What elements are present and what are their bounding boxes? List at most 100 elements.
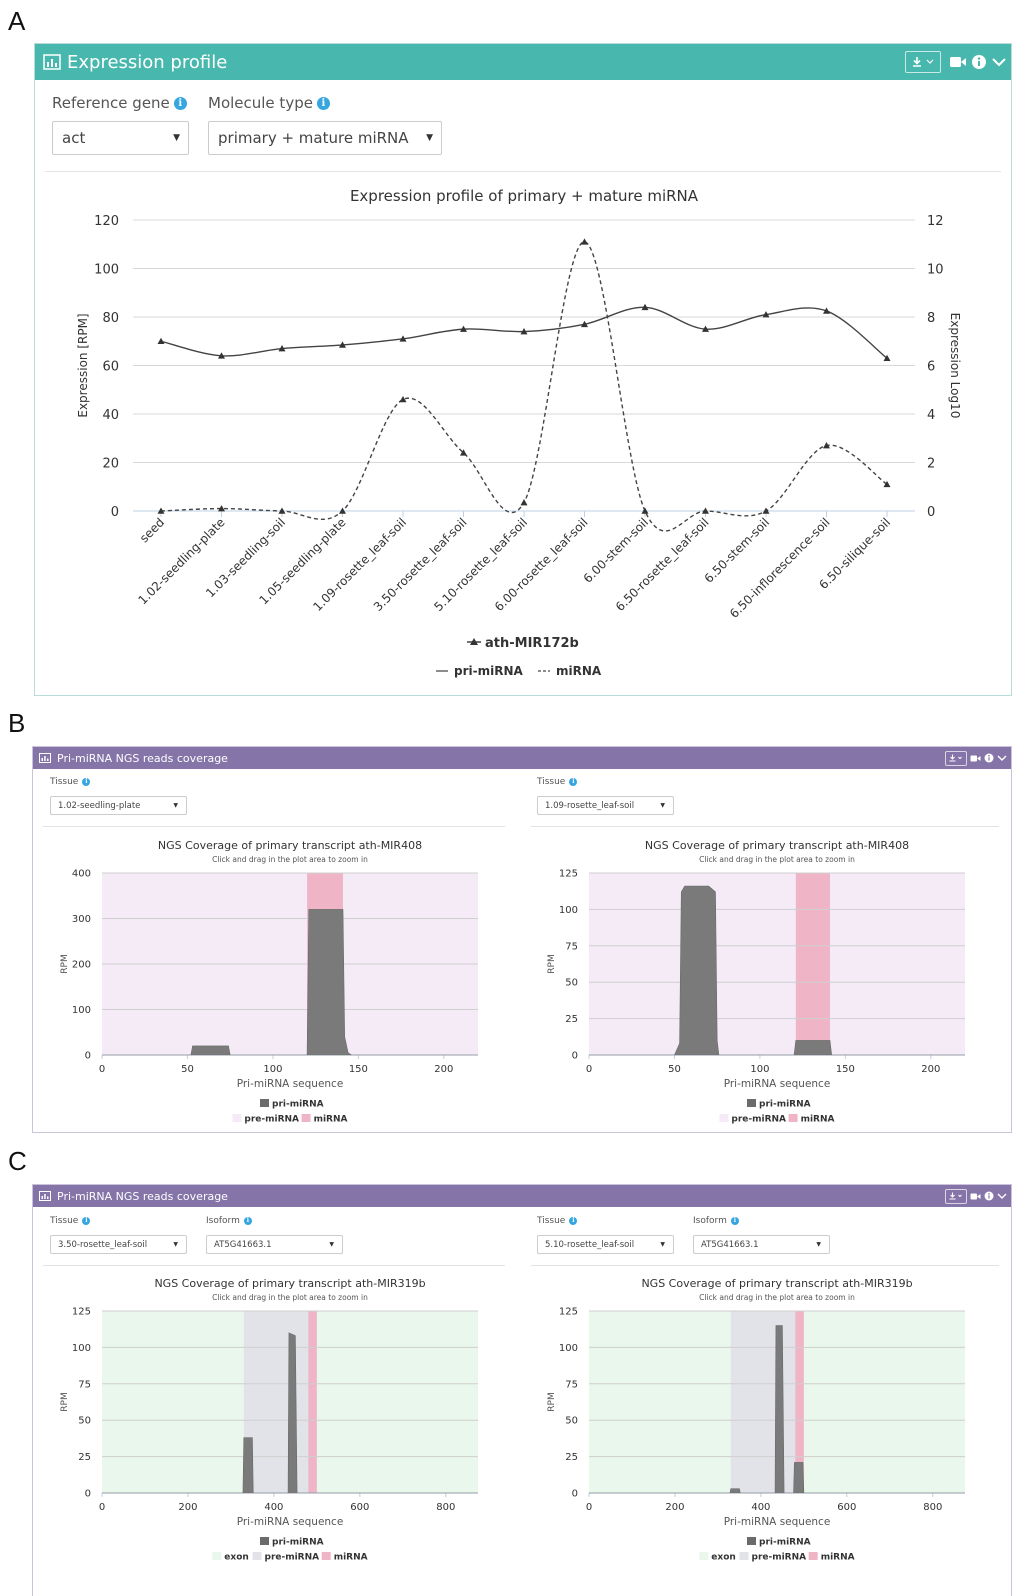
x-tick-label: 0 — [586, 1502, 592, 1513]
data-point-pri-miRNA — [460, 325, 467, 332]
y-tick-label: 0 — [85, 1051, 91, 1062]
info-icon[interactable] — [984, 1191, 994, 1201]
chart-subtitle: Click and drag in the plot area to zoom … — [212, 1293, 368, 1302]
data-point-miRNA — [399, 395, 407, 403]
legend-marker-triangle — [470, 638, 478, 645]
coverage-area-pri-miRNA — [102, 909, 478, 1056]
video-icon[interactable] — [949, 55, 967, 69]
y-tick-label: 100 — [94, 263, 119, 278]
data-point-miRNA — [823, 442, 830, 449]
legend-label-pri: pri-miRNA — [454, 664, 524, 678]
legend-swatch-miRNA — [321, 1552, 331, 1560]
legend-swatch-miRNA — [788, 1114, 798, 1122]
isoform-select-c-left[interactable]: AT5G41663.1 ▼ — [206, 1235, 343, 1254]
download-button[interactable] — [945, 1188, 967, 1204]
isoform-label-c-right: Isoform i — [693, 1216, 739, 1226]
chart-subtitle: Click and drag in the plot area to zoom … — [212, 855, 368, 864]
chevron-down-icon[interactable] — [997, 754, 1007, 762]
molecule-type-select[interactable]: primary + mature miRNA ▼ — [208, 121, 442, 155]
isoform-value: AT5G41663.1 — [214, 1239, 272, 1250]
ngs-coverage-title-b: Pri-miRNA NGS reads coverage — [57, 751, 228, 765]
reference-gene-info-icon[interactable]: i — [173, 96, 187, 110]
reference-gene-value: act — [62, 129, 86, 147]
y-axis-label: RPM — [60, 954, 70, 973]
chevron-down-icon[interactable] — [991, 56, 1007, 68]
x-tick-label: 200 — [665, 1502, 684, 1513]
chart-title: NGS Coverage of primary transcript ath-M… — [645, 839, 909, 852]
y2-tick-label: 10 — [927, 263, 944, 278]
tissue-value: 3.50-rosette_leaf-soil — [58, 1239, 148, 1250]
y-tick-label: 125 — [72, 1307, 91, 1318]
coverage-chart-b-right[interactable]: NGS Coverage of primary transcript ath-M… — [33, 747, 1012, 1133]
panel-letter-a: A — [8, 6, 26, 36]
data-point-pri-miRNA — [278, 345, 286, 352]
tissue-select-c-left[interactable]: 3.50-rosette_leaf-soil ▼ — [50, 1235, 187, 1254]
isoform-select-c-right[interactable]: AT5G41663.1 ▼ — [693, 1235, 830, 1254]
y-tick-label: 0 — [572, 1051, 578, 1062]
x-tick-label: 600 — [837, 1502, 856, 1513]
data-point-miRNA — [218, 505, 225, 512]
coverage-chart-c-left[interactable]: NGS Coverage of primary transcript ath-M… — [33, 1185, 523, 1596]
video-icon[interactable] — [970, 1192, 981, 1201]
tissue-select-b-left[interactable]: 1.02-seedling-plate ▼ — [50, 796, 187, 815]
data-point-pri-miRNA — [520, 328, 528, 335]
legend-swatch-miRNA — [301, 1114, 311, 1122]
ngs-coverage-panel-c: Pri-miRNA NGS reads coverage Tissue i Iso… — [32, 1184, 1012, 1596]
x-tick-label: 50 — [668, 1064, 681, 1075]
legend-label-miRNA: miRNA — [334, 1553, 368, 1563]
chevron-down-icon[interactable] — [997, 1192, 1007, 1200]
reference-gene-select[interactable]: act ▼ — [52, 121, 189, 155]
tissue-info-icon[interactable]: i — [569, 778, 578, 786]
x-tick-label: 600 — [350, 1502, 369, 1513]
download-button[interactable] — [945, 750, 967, 766]
isoform-info-icon[interactable]: i — [730, 1217, 739, 1225]
tissue-info-icon[interactable]: i — [82, 778, 91, 786]
x-tick-label: 800 — [436, 1502, 455, 1513]
coverage-chart-c-right[interactable]: NGS Coverage of primary transcript ath-M… — [33, 1185, 1012, 1596]
tissue-label-b-right: Tissue i — [537, 777, 578, 787]
bar-chart-icon — [39, 1191, 51, 1201]
data-point-miRNA — [641, 507, 649, 514]
legend-label-miRNA: miRNA — [314, 1115, 348, 1125]
info-icon[interactable] — [984, 753, 994, 763]
band-miRNA — [795, 1311, 804, 1493]
coverage-chart-b-left[interactable]: NGS Coverage of primary transcript ath-M… — [33, 747, 523, 1133]
y-tick-label: 125 — [559, 1307, 578, 1318]
legend-title: ath-MIR172b — [485, 636, 579, 651]
x-tick-label: 100 — [750, 1064, 769, 1075]
y-tick-label: 100 — [559, 1343, 578, 1354]
tissue-info-icon[interactable]: i — [569, 1217, 578, 1225]
data-point-miRNA — [157, 507, 165, 514]
x-tick-label: 150 — [836, 1064, 855, 1075]
tissue-info-icon[interactable]: i — [82, 1217, 91, 1225]
x-tick-label: seed — [137, 515, 167, 545]
download-icon — [913, 57, 934, 67]
legend-label-pri: pri-miRNA — [759, 1538, 811, 1548]
ngs-coverage-header-b: Pri-miRNA NGS reads coverage — [33, 747, 1011, 769]
download-icon — [949, 754, 962, 762]
x-tick-label: 6.50-inflorescence-soil — [727, 515, 833, 621]
y2-axis-label: Expression Log10 — [948, 313, 962, 419]
bar-chart-icon — [43, 54, 61, 70]
data-point-miRNA — [278, 507, 286, 514]
download-button[interactable] — [905, 51, 941, 73]
expression-profile-chart[interactable]: Expression profile of primary + mature m… — [35, 44, 1012, 696]
data-point-pri-miRNA — [702, 325, 709, 332]
legend-swatch-pre-miRNA — [719, 1114, 729, 1122]
y2-tick-label: 12 — [927, 214, 944, 229]
y-tick-label: 50 — [565, 978, 578, 989]
isoform-info-icon[interactable]: i — [243, 1217, 252, 1225]
tissue-value: 1.02-seedling-plate — [58, 800, 141, 811]
chart-subtitle: Click and drag in the plot area to zoom … — [699, 855, 855, 864]
y-axis-label: RPM — [60, 1392, 70, 1411]
molecule-type-info-icon[interactable]: i — [316, 96, 330, 110]
tissue-select-b-right[interactable]: 1.09-rosette_leaf-soil ▼ — [537, 796, 674, 815]
video-icon[interactable] — [970, 754, 981, 763]
chart-title: NGS Coverage of primary transcript ath-M… — [158, 839, 422, 852]
y-tick-label: 200 — [72, 960, 91, 971]
x-tick-label: 400 — [751, 1502, 770, 1513]
info-icon[interactable] — [971, 54, 987, 70]
legend-label-pri: pri-miRNA — [272, 1100, 324, 1110]
data-point-pri-miRNA — [339, 341, 346, 348]
tissue-select-c-right[interactable]: 5.10-rosette_leaf-soil ▼ — [537, 1235, 674, 1254]
